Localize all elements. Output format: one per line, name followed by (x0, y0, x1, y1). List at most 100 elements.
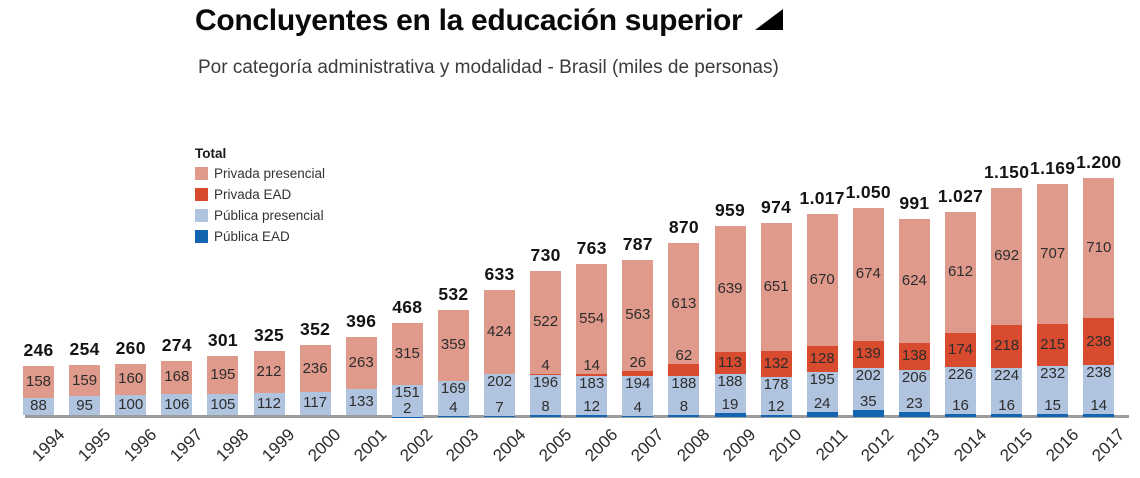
segment-publica-presencial: 224 16 (991, 366, 1023, 414)
bar-2015: 1.150 692 218 224 16 (984, 162, 1029, 417)
segment-privada-presencial: 212 (253, 351, 285, 393)
segment-value-label: 133 (348, 392, 374, 410)
segment-privada-ead: 138 (898, 342, 930, 370)
total-label: 730 (530, 244, 561, 265)
total-label: 870 (668, 216, 699, 237)
total-label: 974 (761, 196, 792, 217)
segment-publica-ead (576, 414, 608, 417)
segment-value-label: 263 (348, 353, 374, 371)
segment-value-label: 178 (763, 376, 789, 394)
total-label: 991 (899, 193, 930, 214)
segment-value-label: 674 (855, 265, 881, 283)
total-label: 787 (622, 233, 653, 254)
segment-value-label: 16 (952, 396, 969, 414)
segment-publica-presencial: 202 7 (484, 373, 515, 416)
segment-value-label: 14 (1090, 397, 1108, 415)
segment-publica-ead (714, 413, 746, 417)
segment-privada-ead: 113 (714, 351, 746, 375)
segment-publica-presencial: 195 24 (806, 370, 838, 413)
segment-publica-presencial: 100 (115, 395, 147, 415)
legend-item-privada-ead: Privada EAD (195, 187, 325, 202)
segment-publica-presencial: 196 8 (530, 374, 562, 416)
segment-publica-presencial: 188 8 (668, 375, 700, 416)
segment-value-label: 710 (1086, 239, 1112, 257)
segment-publica-presencial: 117 (299, 391, 331, 415)
segment-privada-presencial: 563 (622, 259, 654, 371)
bar-2013: 991 624 138 206 23 (898, 193, 930, 417)
segment-privada-ead: 215 (1037, 323, 1069, 367)
legend-swatch-publica-ead-icon (195, 230, 208, 243)
segment-publica-presencial: 188 19 (714, 374, 746, 414)
segment-value-label: 138 (901, 347, 927, 365)
segment-value-label: 188 (671, 375, 697, 393)
bar-2008: 870 613 62 188 8 (668, 217, 700, 417)
title-text: Concluyentes en la educación superior (195, 4, 743, 37)
segment-value-label: 183 (579, 375, 605, 393)
segment-privada-presencial: 160 (115, 363, 147, 396)
segment-privada-presencial: 554 (576, 264, 608, 374)
segment-value-label: 62 (675, 347, 693, 365)
total-label: 633 (484, 263, 515, 284)
total-label: 301 (207, 329, 238, 350)
total-label: 763 (576, 238, 607, 259)
segment-value-label: 14 (583, 356, 601, 374)
segment-privada-ead: 26 (622, 355, 654, 376)
segment-value-label: 195 (210, 366, 236, 383)
segment-publica-ead (668, 415, 700, 417)
segment-value-label: 224 (994, 366, 1020, 384)
segment-publica-presencial: 226 16 (945, 367, 976, 414)
segment-value-label: 238 (1086, 364, 1112, 382)
segment-privada-presencial: 613 (668, 242, 700, 365)
segment-publica-ead (1037, 414, 1069, 417)
bar-2005: 730 522 4 196 8 (530, 245, 562, 417)
segment-value-label: 202 (855, 367, 881, 385)
legend-swatch-privada-ead-icon (195, 188, 208, 201)
segment-value-label: 522 (533, 313, 559, 331)
segment-value-label: 159 (72, 371, 98, 389)
segment-publica-ead (991, 413, 1023, 417)
total-label: 325 (253, 325, 285, 345)
total-label: 396 (346, 310, 377, 331)
bar-2011: 1.017 670 128 195 24 (800, 188, 845, 417)
segment-value-label: 113 (718, 353, 742, 371)
segment-privada-ead: 174 (945, 332, 976, 368)
segment-privada-presencial: 168 (161, 360, 193, 395)
segment-value-label: 117 (303, 394, 328, 412)
segment-privada-ead: 62 (668, 348, 700, 377)
segment-privada-ead: 128 (806, 346, 838, 372)
bar-2007: 787 563 26 194 4 (622, 234, 654, 417)
segment-value-label: 424 (486, 322, 513, 340)
segment-privada-presencial: 692 (991, 187, 1023, 325)
segment-value-label: 212 (256, 362, 282, 380)
segment-privada-presencial: 315 (391, 322, 423, 385)
segment-privada-presencial: 674 (852, 207, 884, 341)
segment-value-label: 112 (257, 394, 281, 412)
segment-value-label: 563 (625, 306, 651, 324)
segment-value-label: 206 (901, 368, 927, 386)
legend-item-label: Privada EAD (214, 187, 292, 202)
bar-2003: 532 359 169 4 (437, 284, 469, 417)
segment-privada-presencial: 158 (23, 366, 54, 398)
legend-item-publica-presencial: Pública presencial (195, 208, 325, 223)
legend-item-publica-ead: Pública EAD (195, 229, 325, 244)
segment-value-label: 236 (302, 359, 328, 377)
legend-item-label: Pública EAD (214, 229, 290, 244)
bar-2016: 1.169 707 215 232 15 (1030, 158, 1075, 417)
segment-publica-ead (530, 415, 562, 417)
segment-value-label: 174 (947, 341, 974, 358)
segment-privada-ead: 14 (576, 358, 608, 377)
bar-1998: 301 195 105 (207, 330, 239, 415)
segment-privada-presencial: 424 (484, 289, 515, 374)
segment-publica-ead (806, 412, 838, 417)
bar-2017: 1.200 710 238 238 14 (1076, 152, 1121, 417)
segment-privada-presencial: 670 (806, 214, 838, 347)
bar-2002: 468 315 151 2 (391, 297, 423, 417)
segment-publica-presencial: 105 (207, 394, 239, 415)
segment-value-label: 106 (164, 395, 190, 413)
segment-value-label: 195 (809, 370, 835, 388)
segment-value-label: 4 (633, 399, 642, 417)
segment-publica-ead (945, 413, 976, 417)
segment-privada-ead: 132 (760, 351, 792, 378)
segment-value-label: 35 (859, 393, 877, 411)
